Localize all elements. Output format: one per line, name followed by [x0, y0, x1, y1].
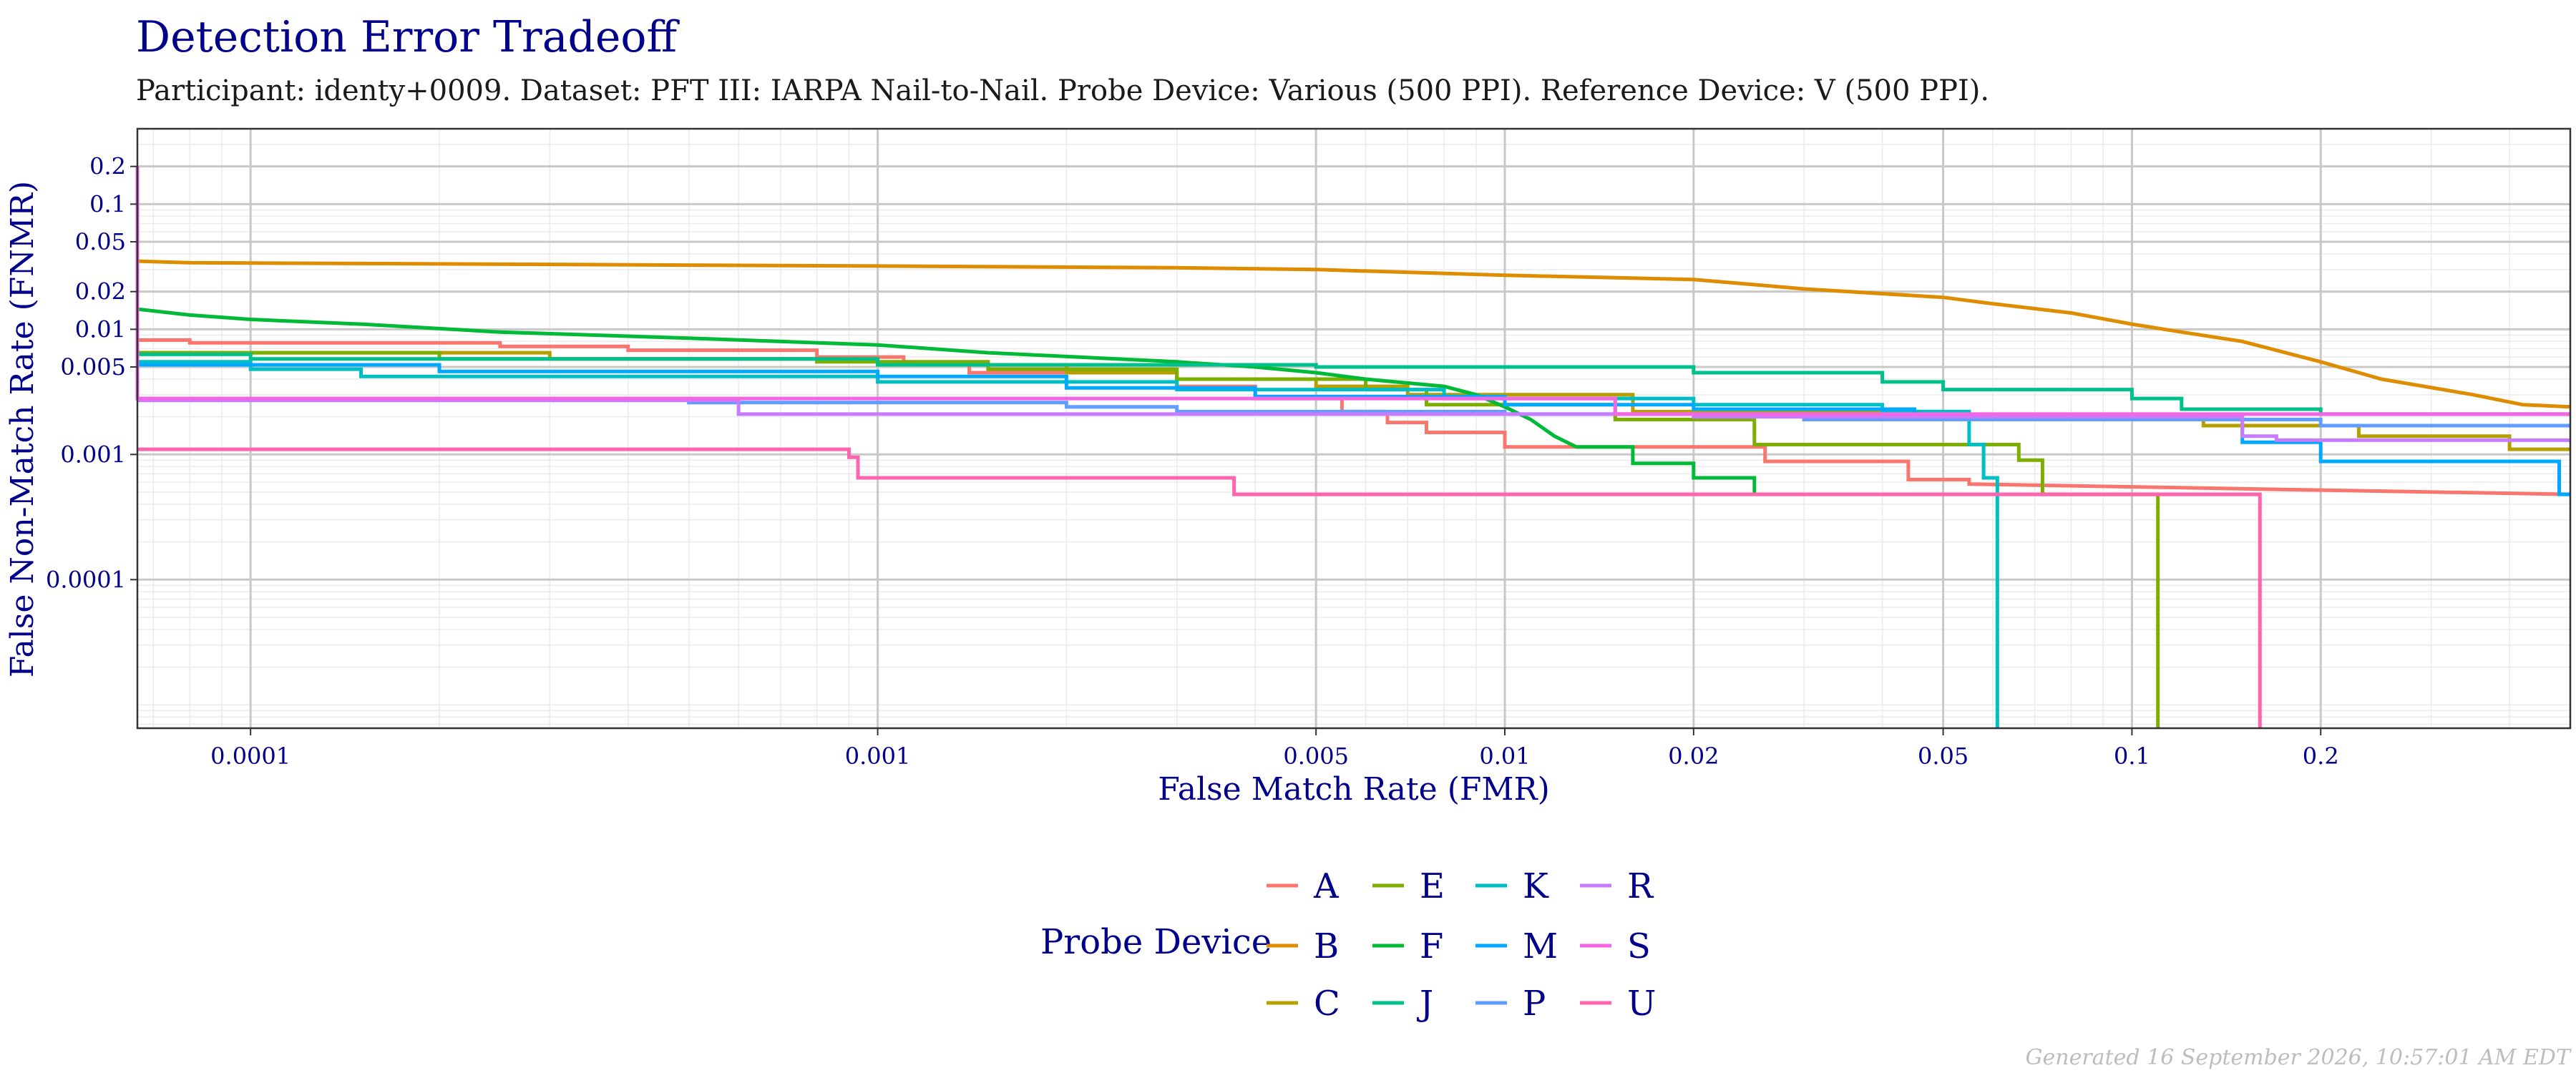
legend-label-S: S [1627, 926, 1651, 966]
y-axis-title: False Non-Match Rate (FNMR) [4, 181, 41, 677]
x-tick-label: 0.0001 [210, 743, 291, 770]
legend-label-E: E [1420, 866, 1445, 906]
series-line-P [137, 396, 2570, 428]
series-line-B [137, 259, 2571, 409]
series-line-F [137, 307, 1757, 495]
major-gridlines [137, 129, 2570, 728]
x-tick-label: 0.2 [2303, 743, 2339, 770]
x-tick-label: 0.005 [1283, 743, 1349, 770]
legend-label-B: B [1314, 926, 1339, 966]
legend-label-C: C [1314, 984, 1340, 1024]
legend-label-F: F [1420, 926, 1443, 966]
series-line-U [137, 447, 2262, 728]
x-tick-label: 0.02 [1668, 743, 1719, 770]
chart-title: Detection Error Tradeoff [136, 12, 680, 62]
legend-label-R: R [1627, 866, 1654, 906]
series-line-J [137, 352, 2570, 416]
x-tick-label: 0.1 [2114, 743, 2150, 770]
series-line-M [137, 363, 2570, 496]
y-tick-label: 0.1 [89, 190, 126, 217]
y-tick-label: 0.005 [60, 353, 126, 381]
series-layer [135, 166, 2571, 728]
y-tick-label: 0.05 [75, 228, 126, 255]
legend-label-P: P [1523, 984, 1546, 1024]
legend-title: Probe Device [1040, 922, 1272, 962]
y-tick-label: 0.02 [75, 278, 126, 305]
legend-label-K: K [1523, 866, 1549, 906]
legend-label-U: U [1627, 984, 1656, 1024]
x-tick-label: 0.01 [1479, 743, 1530, 770]
y-tick-label: 0.0001 [46, 566, 126, 593]
x-axis-title: False Match Rate (FMR) [1158, 771, 1550, 808]
footer-timestamp: Generated 16 September 2026, 10:57:01 AM… [2026, 1045, 2572, 1070]
x-axis-ticks: 0.0001 0.001 0.005 0.01 0.02 0.05 0.1 0.2 [210, 728, 2339, 770]
series-line-R [137, 398, 2570, 442]
chart-subtitle: Participant: identy+0009. Dataset: PFT I… [136, 74, 1989, 107]
x-tick-label: 0.001 [845, 743, 911, 770]
legend-label-A: A [1313, 866, 1340, 906]
y-tick-label: 0.01 [75, 315, 126, 343]
legend-label-M: M [1523, 926, 1558, 966]
y-axis-ticks: 0.0001 0.001 0.005 0.01 0.02 0.05 0.1 0.2 [46, 153, 137, 593]
plot-border [136, 127, 2572, 730]
y-tick-label: 0.001 [60, 441, 126, 468]
y-tick-label: 0.2 [89, 153, 126, 180]
plot-background [137, 129, 2570, 728]
legend-label-J: J [1416, 984, 1433, 1024]
x-tick-label: 0.05 [1918, 743, 1968, 770]
legend: ABC EFJ KMP RSU [1267, 866, 1656, 1024]
